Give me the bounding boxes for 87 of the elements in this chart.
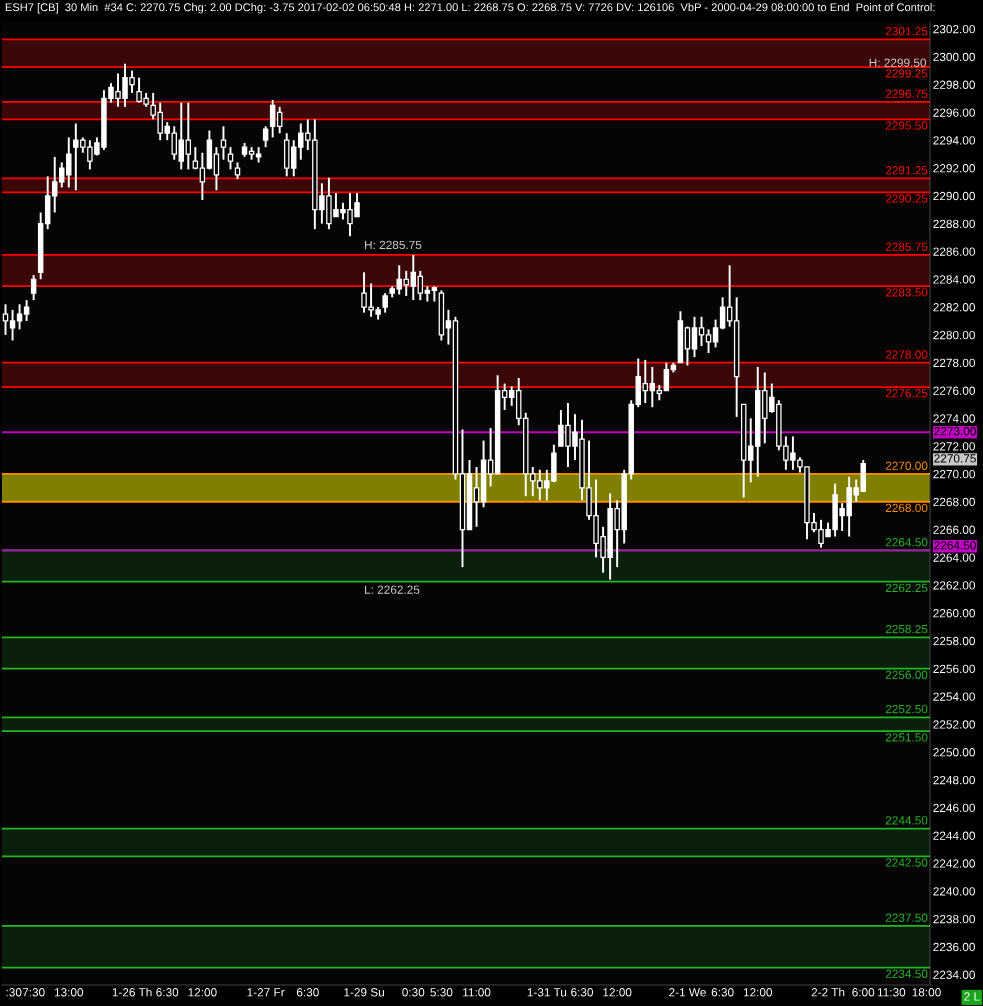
- y-tick-label: 2274.00: [933, 414, 975, 423]
- annotation: H: 2285.75: [365, 240, 422, 250]
- y-tick-label: 2296.00: [933, 108, 975, 117]
- x-tick-label: 6:30: [711, 988, 734, 997]
- ref-line-label: 2242.50: [885, 858, 928, 867]
- x-tick-label: :30: [6, 988, 22, 997]
- y-tick-label: 2258.00: [933, 636, 975, 646]
- y-tick-label: 2280.00: [933, 330, 975, 340]
- x-tick-label: 11:30: [877, 988, 906, 997]
- ref-line-label: 2252.50: [885, 704, 928, 714]
- y-tick-label: 2234.00: [933, 970, 975, 979]
- y-tick-label: 2238.00: [933, 914, 975, 924]
- x-tick-label: 1-29 Su: [344, 988, 384, 997]
- y-tick-label: 2260.00: [933, 609, 975, 618]
- x-tick-label: 1-27 Fr: [247, 988, 285, 997]
- y-tick-label: 2284.00: [933, 275, 975, 284]
- y-tick-label: 2292.00: [933, 164, 975, 173]
- y-tick-label: 2254.00: [933, 692, 975, 701]
- ref-line-label: 2270.00: [885, 461, 928, 470]
- ref-line-label: 2291.25: [885, 166, 928, 175]
- x-tick-label: 6:30: [296, 988, 319, 997]
- y-tick-label: 2250.00: [933, 748, 975, 757]
- y-tick-label: 2286.00: [933, 247, 975, 256]
- ref-line-label: 2268.00: [885, 503, 928, 513]
- y-tick-label: 2270.00: [933, 469, 975, 479]
- x-tick-label: 12:00: [188, 988, 217, 997]
- y-tick-label: 2264.00: [933, 553, 975, 562]
- x-tick-label: 6:30: [156, 988, 179, 997]
- y-tick-label: 2266.00: [933, 525, 975, 534]
- ref-line-label: 2264.50: [934, 541, 976, 550]
- ref-line-label: 2296.75: [885, 89, 928, 98]
- y-tick-label: 2294.00: [933, 136, 975, 145]
- x-tick-label: 11:00: [463, 988, 491, 997]
- x-tick-label: 6:30: [571, 988, 594, 997]
- y-tick-label: 2246.00: [933, 803, 975, 813]
- y-tick-label: 2288.00: [933, 219, 975, 229]
- y-tick-label: 2302.00: [933, 24, 975, 34]
- x-tick-label: 13:00: [54, 988, 84, 997]
- y-tick-label: 2268.00: [933, 497, 975, 507]
- ref-line-label: 2258.25: [885, 624, 928, 634]
- y-tick-label: 2276.00: [933, 386, 975, 395]
- x-tick-label: 1-26 Th: [112, 987, 152, 997]
- x-tick-label: 1-31 Tu: [527, 988, 567, 997]
- ref-line-label: 2283.50: [885, 288, 928, 297]
- y-tick-label: 2298.00: [933, 80, 975, 89]
- ref-line-label: 2285.75: [885, 242, 928, 251]
- y-tick-label: 2248.00: [933, 775, 975, 785]
- x-tick-label: 0:30: [402, 988, 425, 997]
- x-tick-label: 12:00: [743, 988, 773, 997]
- ref-line-label: 2264.50: [885, 538, 928, 547]
- ref-line-label: 2301.25: [885, 27, 928, 36]
- y-tick-label: 2262.00: [933, 581, 975, 590]
- y-tick-label: 2282.00: [933, 303, 975, 312]
- ref-line-label: 2262.25: [885, 583, 928, 593]
- ref-line-label: 2251.50: [885, 733, 928, 742]
- annotation: H: 2299.50: [869, 58, 927, 67]
- x-tick-label: 12:00: [603, 988, 632, 997]
- text: 2270.75: [934, 454, 976, 463]
- x-tick-label: 5:30: [430, 988, 453, 997]
- chart-title: ESH7 [CB] 30 Min #34 C: 2270.75 Chg: 2.00 DChg: -3.75 2017-02-02 06:50:48 H: 2271.00 L: 2268.75 O: 2268.75 V: 7726 DV: 126106 VbP - 2000-04-29 08:00:00 to End Point of Control:: [5, 3, 935, 14]
- y-tick-label: 2272.00: [933, 442, 975, 451]
- ref-line-label: 2276.25: [885, 389, 928, 398]
- y-tick-label: 2244.00: [933, 831, 975, 840]
- x-tick-label: 7:30: [22, 988, 45, 997]
- x-tick-label: 6:00: [852, 988, 875, 997]
- y-tick-label: 2252.00: [933, 720, 975, 729]
- ref-line-label: 2273.00: [934, 427, 976, 436]
- y-tick-label: 2278.00: [933, 358, 975, 368]
- ref-line-label: 2234.50: [885, 969, 928, 978]
- ref-line-label: 2256.00: [885, 670, 928, 679]
- x-tick-label: 2-1 We: [669, 988, 706, 997]
- ref-line-label: 2244.50: [885, 816, 928, 825]
- y-tick-label: 2290.00: [933, 191, 975, 201]
- x-tick-label: 2-2 Th: [811, 987, 845, 997]
- y-tick-label: 2242.00: [933, 859, 975, 868]
- ref-line-label: 2299.25: [885, 69, 928, 78]
- annotation: L: 2262.25: [365, 585, 420, 594]
- x-tick-label: 18:00: [912, 988, 941, 997]
- ref-line-label: 2290.25: [885, 194, 928, 203]
- ref-line-label: 2278.00: [885, 350, 928, 359]
- y-tick-label: 2236.00: [933, 942, 975, 952]
- ref-line-label: 2295.50: [885, 121, 928, 130]
- y-tick-label: 2256.00: [933, 664, 975, 674]
- ref-line-label: 2237.50: [885, 913, 928, 922]
- y-tick-label: 2240.00: [933, 887, 975, 896]
- text: 2 L: [964, 992, 980, 1001]
- y-tick-label: 2300.00: [933, 52, 975, 62]
